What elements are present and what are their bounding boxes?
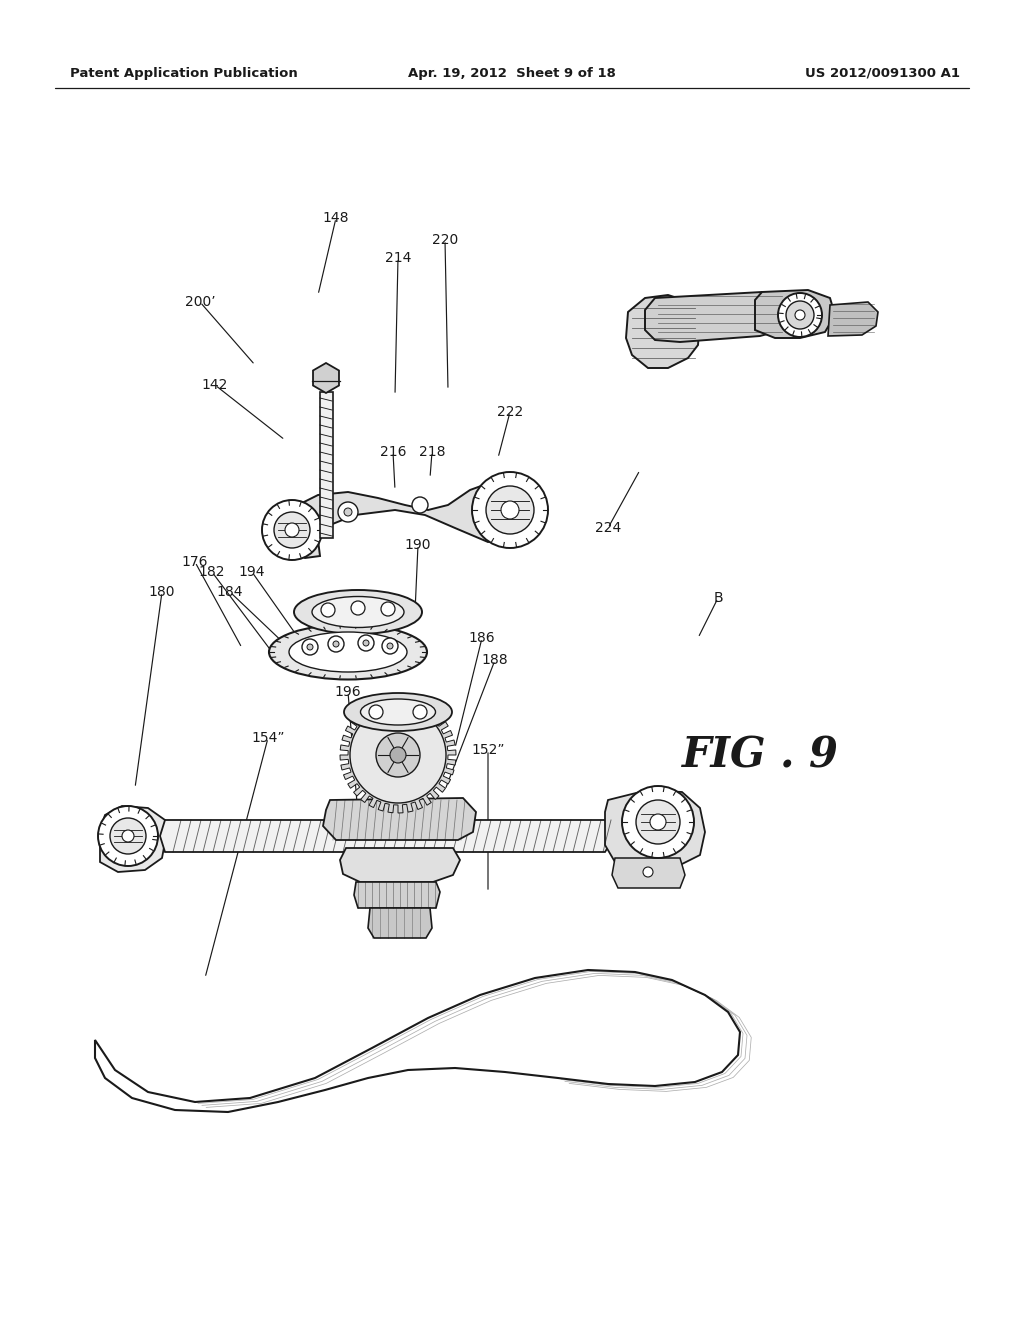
Text: 220: 220 — [432, 234, 458, 247]
Text: US 2012/0091300 A1: US 2012/0091300 A1 — [805, 66, 961, 79]
Polygon shape — [340, 697, 456, 813]
Text: 142: 142 — [202, 378, 228, 392]
Polygon shape — [755, 290, 835, 338]
Text: 196: 196 — [335, 685, 361, 700]
Circle shape — [362, 640, 369, 645]
Text: 154”: 154” — [251, 731, 285, 744]
Circle shape — [486, 486, 534, 535]
Ellipse shape — [360, 700, 435, 725]
Text: 152”: 152” — [471, 743, 505, 756]
Polygon shape — [278, 482, 528, 558]
Circle shape — [413, 705, 427, 719]
Text: 214: 214 — [385, 251, 412, 265]
Circle shape — [351, 601, 365, 615]
Circle shape — [778, 293, 822, 337]
Circle shape — [144, 832, 152, 840]
Ellipse shape — [312, 597, 404, 627]
Circle shape — [321, 603, 335, 616]
Circle shape — [358, 635, 374, 651]
Text: 190: 190 — [404, 539, 431, 552]
Polygon shape — [612, 858, 685, 888]
Circle shape — [501, 502, 519, 519]
Text: 200’: 200’ — [184, 294, 215, 309]
Circle shape — [643, 867, 653, 876]
Circle shape — [122, 830, 134, 842]
Circle shape — [786, 301, 814, 329]
Circle shape — [387, 643, 393, 649]
Polygon shape — [645, 292, 790, 342]
Circle shape — [390, 747, 406, 763]
Circle shape — [274, 512, 310, 548]
Text: 188: 188 — [481, 653, 508, 667]
Text: 216: 216 — [380, 445, 407, 459]
Polygon shape — [340, 847, 460, 882]
Circle shape — [795, 310, 805, 319]
Polygon shape — [323, 799, 476, 840]
Polygon shape — [160, 820, 615, 851]
Text: FIG . 9: FIG . 9 — [682, 734, 839, 776]
Circle shape — [344, 508, 352, 516]
Text: 184: 184 — [217, 585, 244, 599]
Text: 222: 222 — [497, 405, 523, 418]
Circle shape — [381, 602, 395, 616]
Circle shape — [412, 498, 428, 513]
Polygon shape — [313, 363, 339, 393]
Circle shape — [338, 502, 358, 521]
Ellipse shape — [289, 632, 407, 672]
Circle shape — [110, 818, 146, 854]
Text: 182: 182 — [199, 565, 225, 579]
Text: 176: 176 — [181, 554, 208, 569]
Text: 186: 186 — [469, 631, 496, 645]
Ellipse shape — [269, 624, 427, 680]
Circle shape — [350, 708, 446, 803]
Circle shape — [262, 500, 322, 560]
Circle shape — [307, 644, 313, 649]
Text: 194: 194 — [239, 565, 265, 579]
Circle shape — [472, 473, 548, 548]
Circle shape — [333, 642, 339, 647]
Circle shape — [622, 785, 694, 858]
Circle shape — [650, 814, 666, 830]
Text: 180: 180 — [148, 585, 175, 599]
Text: Patent Application Publication: Patent Application Publication — [70, 66, 298, 79]
Circle shape — [376, 733, 420, 777]
Text: 224: 224 — [595, 521, 622, 535]
Circle shape — [115, 853, 125, 863]
Ellipse shape — [294, 590, 422, 634]
Polygon shape — [368, 908, 432, 939]
Circle shape — [636, 800, 680, 843]
Text: 196: 196 — [415, 771, 441, 785]
Circle shape — [302, 639, 318, 655]
Circle shape — [369, 705, 383, 719]
Polygon shape — [605, 789, 705, 870]
Polygon shape — [354, 882, 440, 908]
Circle shape — [285, 523, 299, 537]
Ellipse shape — [344, 693, 452, 731]
Polygon shape — [100, 807, 165, 873]
Bar — [319, 392, 333, 539]
Text: B: B — [713, 591, 723, 605]
Circle shape — [328, 636, 344, 652]
Text: Apr. 19, 2012  Sheet 9 of 18: Apr. 19, 2012 Sheet 9 of 18 — [408, 66, 616, 79]
Polygon shape — [95, 970, 740, 1111]
Polygon shape — [626, 294, 700, 368]
Circle shape — [98, 807, 158, 866]
Polygon shape — [828, 302, 878, 337]
Text: 218: 218 — [419, 445, 445, 459]
Circle shape — [382, 638, 398, 653]
Text: 148: 148 — [323, 211, 349, 224]
